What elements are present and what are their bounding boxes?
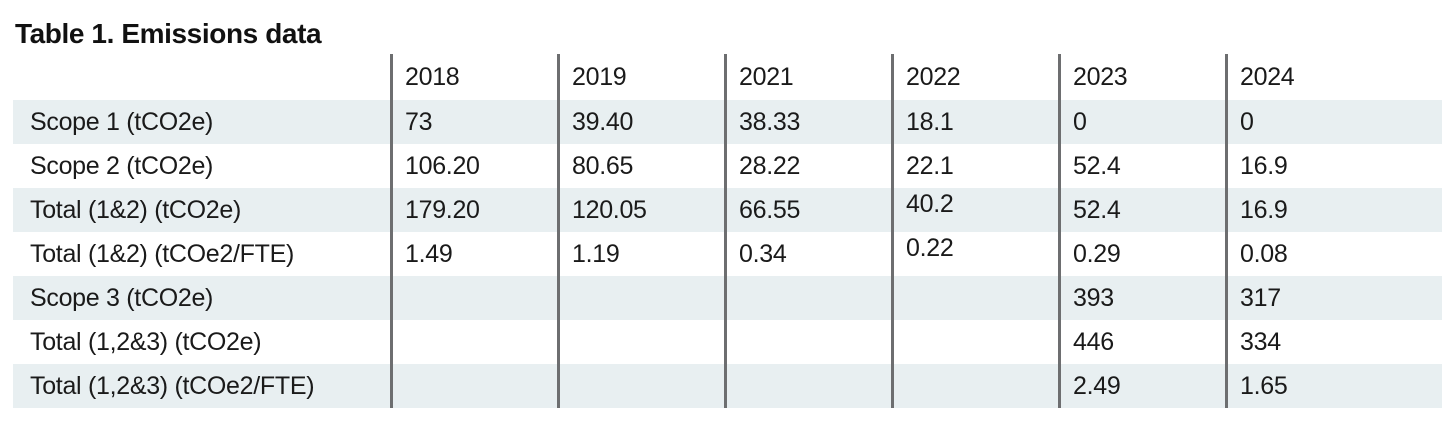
- table-cell: 73: [390, 100, 557, 144]
- column-header-2021: 2021: [724, 54, 891, 100]
- table-cell: [390, 320, 557, 364]
- table-cell: [557, 320, 724, 364]
- table-cell: 1.19: [557, 232, 724, 276]
- table-cell: 106.20: [390, 144, 557, 188]
- table-row-total123-fte: Total (1,2&3) (tCOe2/FTE) 2.49 1.65: [13, 364, 1442, 408]
- column-header-2019: 2019: [557, 54, 724, 100]
- emissions-table: 2018 2019 2021 2022 2023 2024 Scope 1 (t…: [13, 54, 1442, 408]
- table-cell: [891, 276, 1058, 320]
- row-label: Total (1&2) (tCOe2/FTE): [30, 239, 294, 268]
- table-cell: 18.1: [891, 100, 1058, 144]
- table-cell: 16.9: [1225, 188, 1442, 232]
- table-cell: 0.29: [1058, 232, 1225, 276]
- table-cell-value: 40.2: [906, 189, 954, 218]
- table-row-scope3: Scope 3 (tCO2e) 393 317: [13, 276, 1442, 320]
- table-cell: 334: [1225, 320, 1442, 364]
- table-row-total12-fte: Total (1&2) (tCOe2/FTE) 1.49 1.19 0.34 0…: [13, 232, 1442, 276]
- table-cell: 16.9: [1225, 144, 1442, 188]
- table-cell: [390, 364, 557, 408]
- row-label: Scope 3 (tCO2e): [30, 283, 214, 312]
- table-row-scope1: Scope 1 (tCO2e) 73 39.40 38.33 18.1 0 0: [13, 100, 1442, 144]
- table-cell: 0: [1058, 100, 1225, 144]
- table-header-row: 2018 2019 2021 2022 2023 2024: [13, 54, 1442, 100]
- table-cell: 179.20: [390, 188, 557, 232]
- table-cell: 120.05: [557, 188, 724, 232]
- table-cell: 0: [1225, 100, 1442, 144]
- table-row-total12: Total (1&2) (tCO2e) 179.20 120.05 66.55 …: [13, 188, 1442, 232]
- row-label: Scope 1 (tCO2e): [30, 107, 214, 136]
- column-header-2024: 2024: [1225, 54, 1442, 100]
- table-row-total123: Total (1,2&3) (tCO2e) 446 334: [13, 320, 1442, 364]
- table-cell: 1.49: [390, 232, 557, 276]
- table-cell: 446: [1058, 320, 1225, 364]
- table-cell: [557, 364, 724, 408]
- column-header-2018: 2018: [390, 54, 557, 100]
- table-cell: 40.2: [891, 188, 1058, 232]
- table-cell: 22.1: [891, 144, 1058, 188]
- table-cell: 39.40: [557, 100, 724, 144]
- table-cell: 393: [1058, 276, 1225, 320]
- table-cell: 66.55: [724, 188, 891, 232]
- table-cell: [724, 276, 891, 320]
- table-cell: [557, 276, 724, 320]
- table-cell-value: 0.22: [906, 233, 954, 262]
- column-header-2023: 2023: [1058, 54, 1225, 100]
- table-cell: 28.22: [724, 144, 891, 188]
- row-label: Total (1,2&3) (tCO2e): [30, 327, 262, 356]
- table-cell: 2.49: [1058, 364, 1225, 408]
- table-cell: 52.4: [1058, 144, 1225, 188]
- table-cell: 52.4: [1058, 188, 1225, 232]
- table-cell: 0.08: [1225, 232, 1442, 276]
- row-label: Scope 2 (tCO2e): [30, 151, 214, 180]
- table-row-scope2: Scope 2 (tCO2e) 106.20 80.65 28.22 22.1 …: [13, 144, 1442, 188]
- table-cell: 38.33: [724, 100, 891, 144]
- table-cell: [724, 364, 891, 408]
- table-cell: [724, 320, 891, 364]
- row-label: Total (1,2&3) (tCOe2/FTE): [30, 371, 315, 400]
- table-cell: 0.34: [724, 232, 891, 276]
- table-cell: [891, 364, 1058, 408]
- table-cell: [390, 276, 557, 320]
- header-empty-cell: [13, 54, 390, 100]
- row-label: Total (1&2) (tCO2e): [30, 195, 242, 224]
- table-cell: 0.22: [891, 232, 1058, 276]
- table-cell: 80.65: [557, 144, 724, 188]
- column-header-2022: 2022: [891, 54, 1058, 100]
- table-cell: [891, 320, 1058, 364]
- table-title: Table 1. Emissions data: [15, 18, 322, 49]
- table-cell: 1.65: [1225, 364, 1442, 408]
- table-cell: 317: [1225, 276, 1442, 320]
